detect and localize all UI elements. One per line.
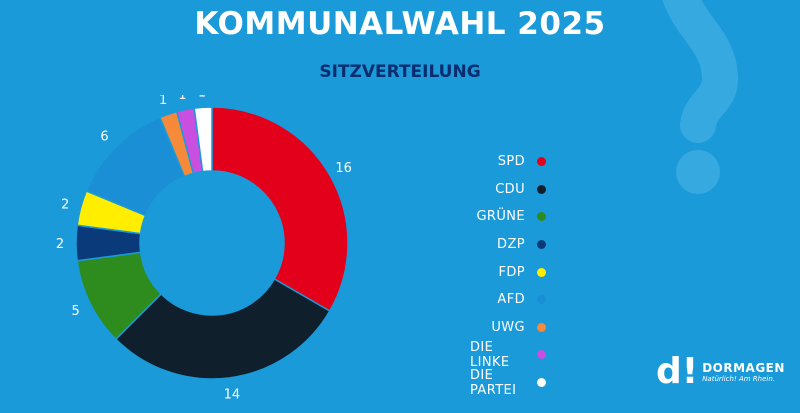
legend-item-cdu: CDU xyxy=(470,176,560,204)
legend-item-die-partei: DIE PARTEI xyxy=(470,367,560,398)
data-label-uwg: 1 xyxy=(159,95,167,108)
legend-swatch xyxy=(537,295,546,305)
legend-label: CDU xyxy=(495,181,525,197)
logo-claim: Natürlich! Am Rhein. xyxy=(702,375,776,383)
legend-label: UWG xyxy=(491,319,525,335)
legend-swatch xyxy=(537,240,546,250)
legend-swatch xyxy=(537,212,546,222)
slice-spd xyxy=(211,106,349,313)
donut-chart: 16 14 5 2 2 6 1 1 1 xyxy=(56,95,352,403)
legend-swatch xyxy=(537,350,546,360)
data-label-die-partei: 1 xyxy=(198,95,206,100)
legend-item-die-linke: DIE LINKE xyxy=(470,339,560,370)
legend-label: SPD xyxy=(497,154,525,170)
legend-item-gruene: GRÜNE xyxy=(470,203,560,231)
page-title: KOMMUNALWAHL 2025 xyxy=(194,6,606,42)
data-label-cdu: 14 xyxy=(224,388,241,403)
data-label-dzp: 2 xyxy=(56,237,64,252)
legend-item-fdp: FDP xyxy=(470,258,560,286)
logo-mark: d! xyxy=(656,351,699,392)
legend-label: FDP xyxy=(498,264,525,280)
legend-label: DZP xyxy=(497,237,525,253)
legend-item-afd: AFD xyxy=(470,286,560,314)
legend-item-dzp: DZP xyxy=(470,231,560,259)
question-mark-decoration xyxy=(662,0,739,194)
legend-label: AFD xyxy=(497,292,525,308)
slice-die-partei xyxy=(193,106,213,173)
legend-label: GRÜNE xyxy=(476,209,525,225)
legend-swatch xyxy=(537,184,546,194)
legend-swatch xyxy=(537,157,546,167)
logo-name: DORMAGEN xyxy=(702,361,785,375)
legend-swatch xyxy=(537,322,546,332)
legend-label: DIE PARTEI xyxy=(470,367,517,398)
legend-item-uwg: UWG xyxy=(470,314,560,342)
data-label-gruene: 5 xyxy=(72,304,80,319)
slice-cdu xyxy=(114,277,331,380)
data-label-spd: 16 xyxy=(335,161,352,176)
data-label-die-linke: 1 xyxy=(178,95,186,103)
legend-label: DIE LINKE xyxy=(470,339,510,370)
dormagen-logo: d! DORMAGEN Natürlich! Am Rhein. xyxy=(656,354,785,390)
legend-item-spd: SPD xyxy=(470,148,560,176)
chart-subtitle: SITZVERTEILUNG xyxy=(319,62,481,82)
data-label-fdp: 2 xyxy=(61,198,69,213)
data-label-afd: 6 xyxy=(100,130,108,145)
chart-legend: SPD CDU GRÜNE DZP FDP AFD UWG DIE LINKE DIE PART… xyxy=(470,148,560,398)
legend-swatch xyxy=(537,378,546,388)
legend-swatch xyxy=(537,267,546,277)
